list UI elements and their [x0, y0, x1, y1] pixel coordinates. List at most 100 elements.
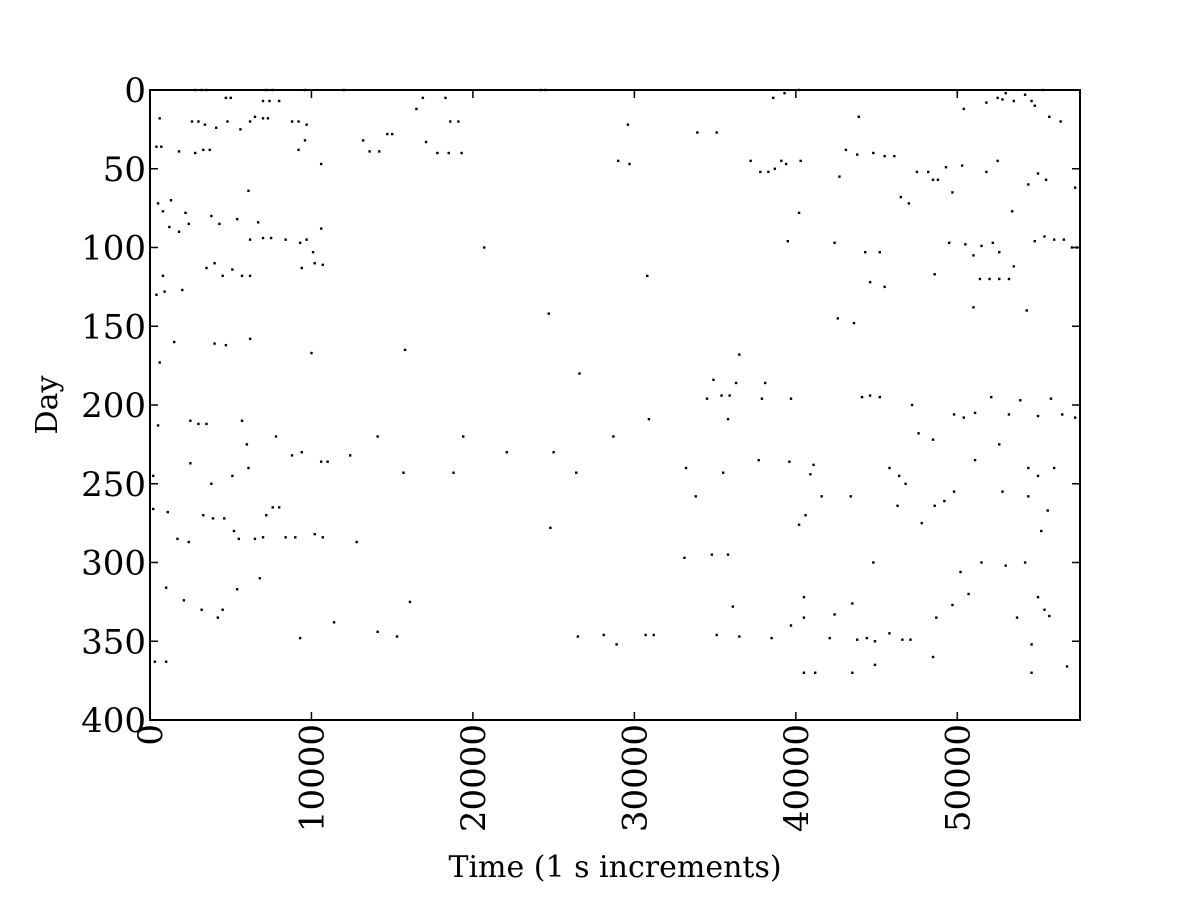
data-point: [720, 394, 723, 397]
data-point: [305, 123, 308, 126]
data-point: [298, 241, 302, 244]
data-point: [612, 435, 615, 438]
data-point: [248, 274, 252, 278]
data-point: [694, 495, 697, 498]
data-point: [855, 638, 859, 641]
data-point: [277, 506, 281, 509]
data-point: [261, 117, 265, 120]
data-point: [424, 140, 428, 144]
data-point: [857, 115, 860, 118]
y-axis-title: Day: [30, 376, 65, 435]
data-point: [1012, 99, 1015, 103]
data-point: [161, 210, 165, 213]
data-point: [297, 148, 300, 152]
data-point: [284, 536, 287, 539]
data-point: [873, 663, 877, 667]
data-point: [833, 613, 836, 616]
data-point: [763, 381, 767, 385]
data-point: [936, 178, 940, 181]
data-point: [326, 460, 329, 463]
data-point: [789, 624, 793, 627]
data-point: [248, 337, 252, 341]
data-point: [734, 381, 738, 385]
data-point: [266, 117, 270, 120]
data-point: [173, 340, 176, 344]
data-point: [152, 474, 155, 478]
data-point: [232, 529, 236, 533]
data-point: [216, 616, 220, 619]
y-tick-label: 200: [81, 386, 146, 426]
data-point: [731, 605, 735, 608]
data-point: [883, 154, 886, 158]
data-point: [1036, 414, 1040, 418]
data-point: [152, 507, 155, 511]
data-point: [313, 262, 316, 265]
data-point: [973, 411, 977, 415]
data-point: [213, 262, 216, 265]
data-point: [552, 451, 555, 454]
data-point: [710, 553, 714, 556]
data-point: [773, 167, 777, 170]
data-point: [421, 96, 425, 100]
data-point: [1049, 397, 1053, 400]
data-point: [1036, 595, 1040, 599]
y-tick-label: 400: [81, 701, 146, 741]
y-tick-label: 0: [124, 71, 146, 111]
data-point: [189, 419, 192, 422]
data-point: [852, 321, 856, 325]
data-point: [960, 164, 964, 167]
data-point: [980, 561, 983, 564]
y-tick-label: 100: [81, 229, 146, 269]
data-point: [182, 599, 186, 602]
data-point: [158, 117, 161, 120]
data-point: [261, 536, 265, 539]
data-point: [783, 91, 786, 95]
data-point: [184, 211, 187, 215]
data-point: [361, 139, 365, 142]
data-point: [814, 671, 817, 674]
data-point: [920, 521, 923, 525]
data-point: [952, 413, 956, 416]
data-point: [261, 236, 265, 240]
x-tick-label: 50000: [938, 724, 978, 832]
data-point: [759, 170, 762, 174]
data-point: [176, 537, 179, 541]
data-point: [802, 616, 806, 619]
data-point: [436, 151, 439, 155]
data-point: [205, 422, 208, 426]
data-point: [1052, 466, 1056, 470]
data-point: [1048, 614, 1051, 618]
data-point: [931, 178, 935, 181]
data-point: [256, 221, 260, 224]
data-point: [1043, 608, 1046, 611]
data-point: [878, 251, 881, 254]
data-point: [575, 471, 578, 474]
data-point: [402, 471, 405, 474]
data-point: [221, 274, 224, 278]
data-point: [1052, 238, 1056, 241]
data-point: [855, 153, 859, 156]
data-point: [952, 490, 956, 493]
data-point: [189, 462, 192, 465]
data-point: [910, 403, 914, 407]
data-point: [163, 290, 166, 293]
data-point: [549, 526, 552, 530]
data-point: [247, 466, 250, 470]
data-point: [967, 592, 970, 596]
data-point: [547, 312, 550, 315]
data-point: [444, 96, 447, 100]
data-point: [303, 139, 307, 142]
data-point: [235, 588, 239, 591]
data-point: [155, 145, 158, 148]
data-point: [626, 123, 630, 126]
data-point: [838, 175, 841, 178]
data-point: [696, 131, 699, 134]
data-point: [907, 202, 911, 205]
data-point: [1012, 265, 1015, 268]
data-point: [449, 120, 452, 123]
data-point: [229, 96, 232, 100]
data-point: [245, 443, 249, 446]
data-point: [294, 536, 297, 539]
data-point: [888, 632, 891, 635]
data-point: [298, 636, 302, 640]
